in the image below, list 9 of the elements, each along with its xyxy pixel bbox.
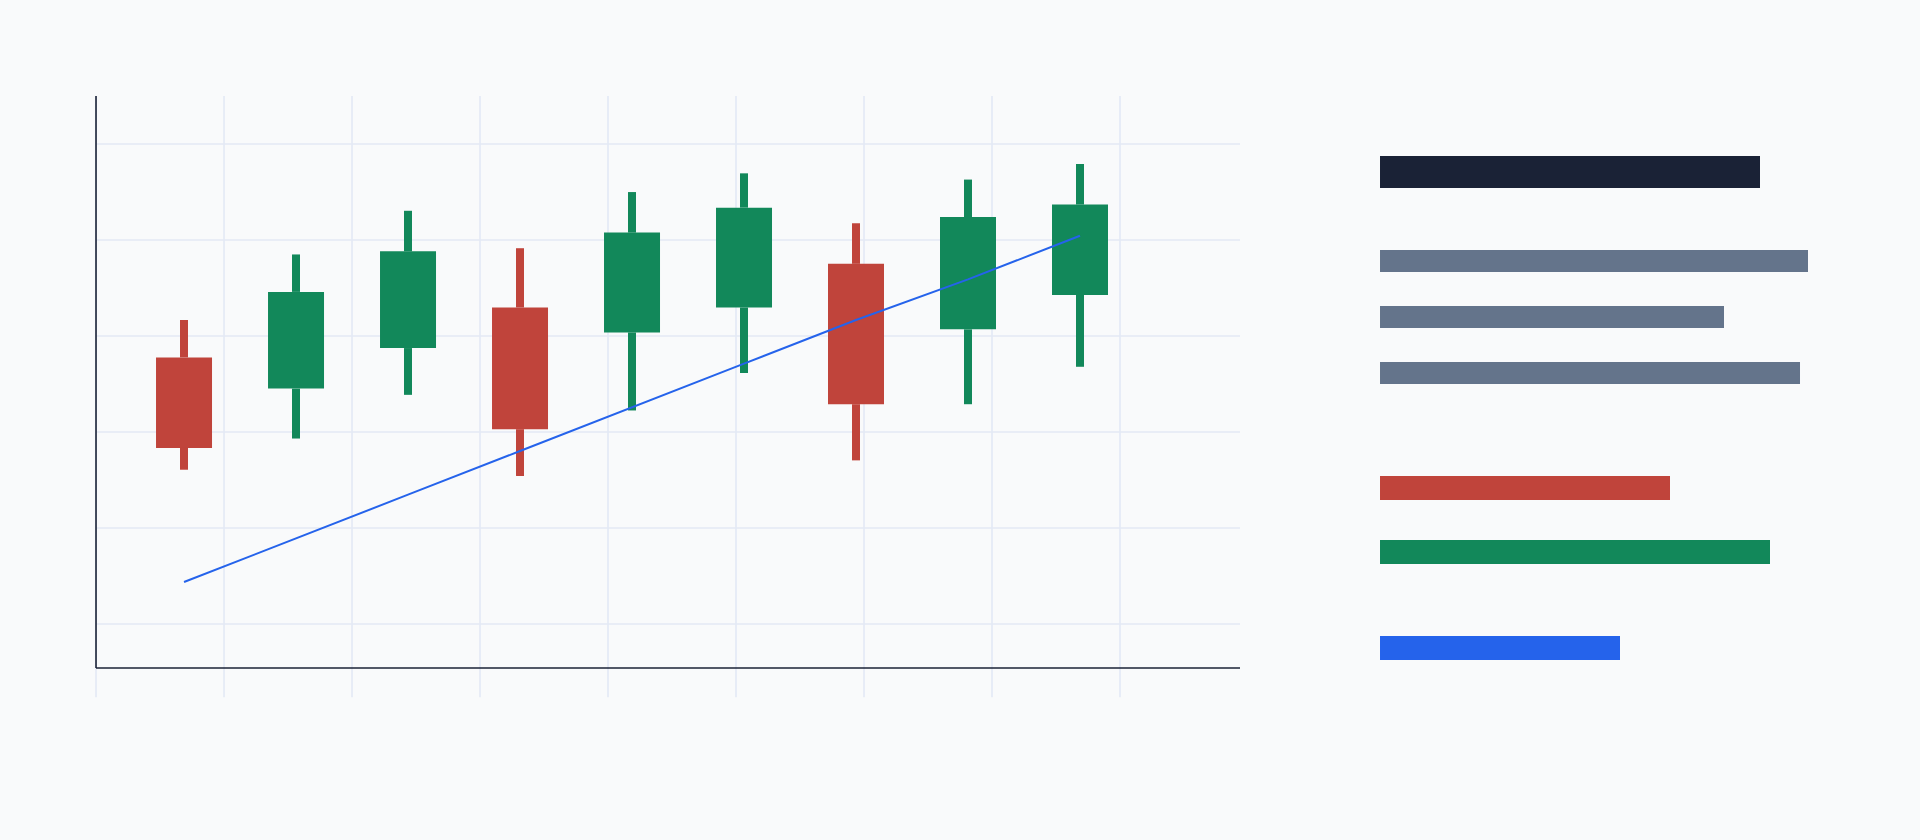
- candlestick: [828, 223, 884, 461]
- candlestick: [940, 179, 996, 405]
- candlestick: [604, 192, 661, 411]
- candlestick: [156, 319, 213, 470]
- candlestick: [716, 173, 773, 374]
- candlestick: [492, 248, 549, 476]
- candlestick: [268, 254, 325, 439]
- candlestick: [1052, 163, 1108, 367]
- candlestick: [380, 210, 437, 395]
